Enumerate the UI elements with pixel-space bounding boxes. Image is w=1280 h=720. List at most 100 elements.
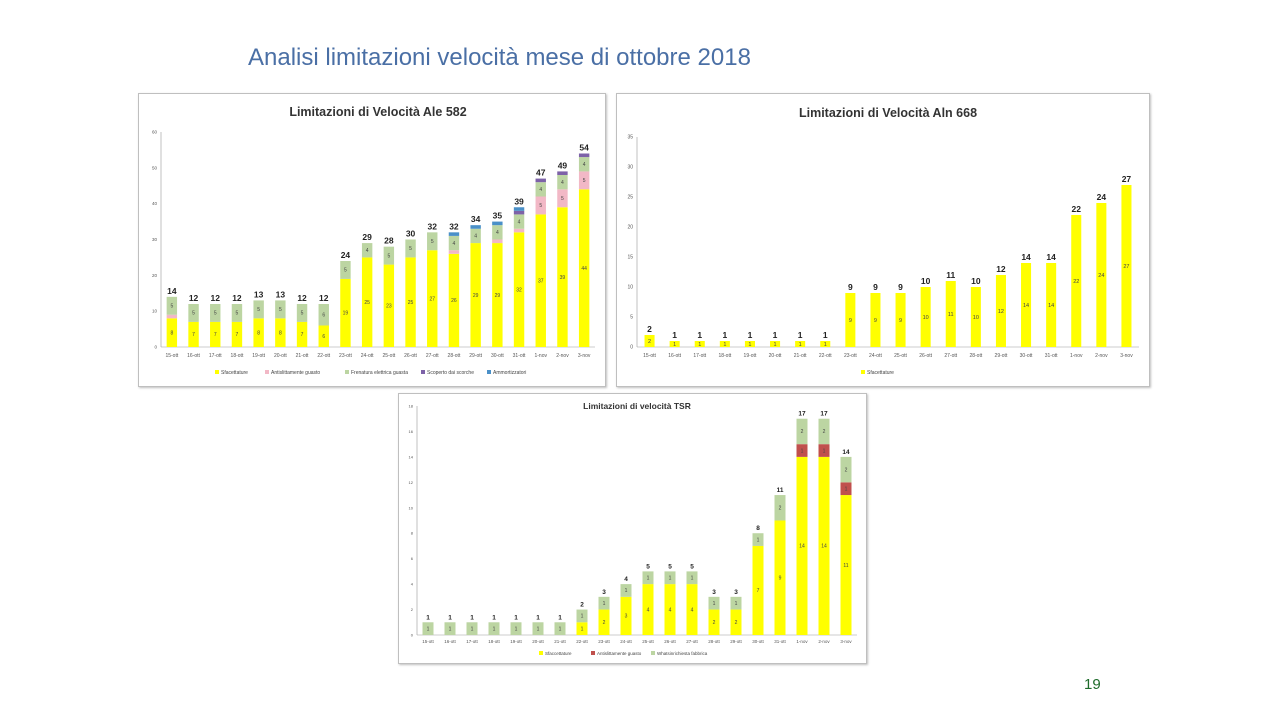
- x-tick-label: 1-nov: [534, 353, 547, 359]
- segment-label: 26: [451, 298, 457, 304]
- bar-segment: [557, 189, 568, 208]
- x-tick-label: 22-ott: [317, 353, 330, 359]
- segment-label: 9: [849, 318, 852, 324]
- bar-segment: [188, 321, 199, 347]
- y-tick-label: 0: [154, 345, 157, 350]
- legend-swatch: [215, 370, 219, 374]
- legend-label: Frenatura elettrica guasta: [351, 370, 408, 376]
- segment-label: 1: [824, 342, 827, 348]
- bar-segment: [642, 571, 654, 585]
- y-tick-label: 20: [152, 273, 158, 278]
- slide-title: Analisi limitazioni velocità mese di ott…: [248, 44, 751, 71]
- segment-label: 6: [322, 313, 325, 319]
- total-label: 17: [820, 411, 828, 418]
- legend-swatch: [345, 370, 349, 374]
- segment-label: 2: [648, 339, 651, 345]
- bar-segment: [557, 171, 568, 175]
- total-label: 32: [449, 221, 459, 231]
- y-tick-label: 40: [152, 201, 158, 206]
- total-label: 5: [690, 563, 694, 570]
- x-tick-label: 22-ott: [819, 353, 832, 359]
- segment-label: 4: [518, 219, 521, 225]
- segment-label: 10: [923, 315, 929, 321]
- y-tick-label: 0: [630, 345, 633, 351]
- x-tick-label: 20-ott: [769, 353, 782, 359]
- total-label: 10: [971, 276, 981, 286]
- bar-segment: [686, 571, 698, 585]
- total-label: 1: [672, 330, 677, 340]
- segment-label: 7: [757, 588, 760, 594]
- segment-label: 1: [845, 486, 848, 492]
- total-label: 10: [921, 276, 931, 286]
- total-label: 1: [448, 614, 452, 621]
- x-tick-label: 26-ott: [404, 353, 417, 359]
- x-tick-label: 23-ott: [339, 353, 352, 359]
- y-tick-label: 5: [630, 315, 633, 321]
- x-tick-label: 31-ott: [1045, 353, 1058, 359]
- x-tick-label: 18-ott: [488, 639, 500, 644]
- bar-segment: [554, 622, 566, 635]
- chart-title: Limitazioni di Velocità Aln 668: [799, 106, 977, 120]
- total-label: 35: [493, 211, 503, 221]
- segment-label: 1: [581, 614, 584, 620]
- bar-segment: [774, 495, 786, 521]
- segment-label: 4: [691, 607, 694, 613]
- legend-label: Sfacettature: [867, 370, 894, 376]
- bar-segment: [427, 250, 438, 347]
- bar-segment: [752, 533, 764, 546]
- segment-label: 4: [539, 187, 542, 193]
- total-label: 9: [873, 282, 878, 292]
- x-tick-label: 16-ott: [444, 639, 456, 644]
- chart-aln-668-canvas: Limitazioni di Velocità Aln 668 0 5 10 15 20 2…: [627, 106, 1139, 376]
- chart-tsr-canvas: Limitazioni di velocità TSR0246810121416…: [409, 401, 857, 656]
- bar-segment: [774, 520, 786, 635]
- bar-segment: [708, 596, 720, 610]
- bar-segment: [318, 325, 329, 347]
- x-tick-label: 29-ott: [730, 639, 742, 644]
- x-tick-label: 2-nov: [818, 639, 830, 644]
- bar-segment: [796, 456, 808, 635]
- segment-label: 12: [998, 309, 1004, 315]
- total-label: 1: [558, 614, 562, 621]
- x-tick-label: 15-ott: [422, 639, 434, 644]
- bar-segment: [664, 571, 676, 585]
- bar-segment: [448, 250, 460, 254]
- bar-segment: [694, 341, 705, 347]
- bar-segment: [296, 321, 308, 347]
- total-label: 1: [773, 330, 778, 340]
- y-tick-label: 35: [627, 135, 633, 141]
- x-tick-label: 19-ott: [510, 639, 522, 644]
- bar-segment: [253, 300, 264, 319]
- bar-segment: [796, 418, 808, 445]
- bar-segment: [492, 243, 503, 347]
- segment-label: 5: [214, 311, 217, 317]
- segment-label: 32: [516, 287, 522, 293]
- y-tick-label: 2: [411, 607, 414, 612]
- legend-label: Antislittamente guasto: [271, 370, 320, 376]
- bar-segment: [513, 214, 525, 229]
- x-tick-label: 21-ott: [296, 353, 309, 359]
- segment-label: 8: [170, 330, 173, 336]
- segment-label: 4: [453, 241, 456, 247]
- x-tick-label: 17-ott: [209, 353, 222, 359]
- segment-label: 37: [538, 278, 544, 284]
- total-label: 17: [798, 411, 806, 418]
- bar-segment: [870, 293, 881, 347]
- x-tick-label: 24-ott: [361, 353, 374, 359]
- x-tick-label: 2-nov: [556, 353, 569, 359]
- x-tick-label: 27-ott: [944, 353, 957, 359]
- segment-label: 5: [236, 311, 239, 317]
- legend-swatch: [265, 370, 269, 374]
- segment-label: 5: [170, 304, 173, 310]
- bar-segment: [840, 456, 852, 483]
- bar-segment: [920, 287, 931, 347]
- total-label: 12: [211, 293, 221, 303]
- bar-segment: [535, 196, 546, 215]
- bar-segment: [513, 210, 525, 215]
- x-tick-label: 28-ott: [448, 353, 461, 359]
- x-tick-label: 28-ott: [708, 639, 720, 644]
- segment-label: 7: [192, 332, 195, 338]
- bar-segment: [708, 609, 720, 635]
- legend-swatch: [651, 651, 655, 655]
- chart-legend: Sfaccettature Antislittamente guasto Whats…: [539, 651, 708, 656]
